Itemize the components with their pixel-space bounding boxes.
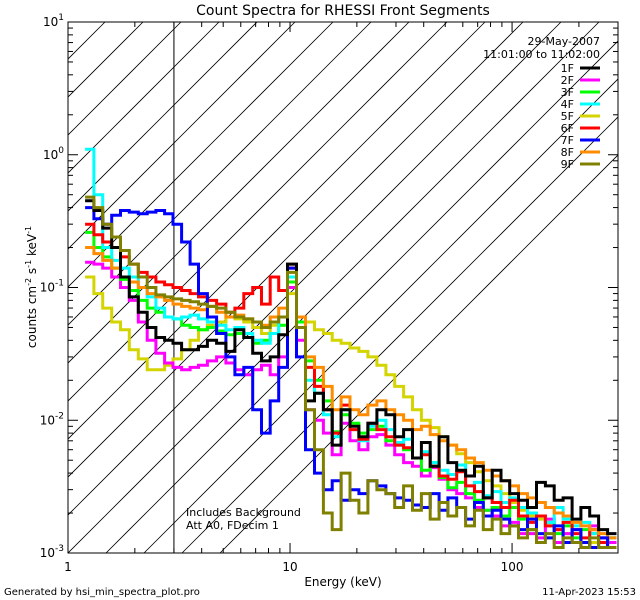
annotation-background: Includes Background [186, 506, 301, 519]
series-1F [85, 199, 617, 536]
hatch-line [68, 22, 296, 250]
y-tick-label: 101 [43, 13, 64, 29]
hatch-line [143, 78, 618, 553]
chart-title: Count Spectra for RHESSI Front Segments [196, 3, 490, 19]
x-tick-label: 1 [64, 560, 72, 574]
legend-label-7F: 7F [561, 134, 574, 147]
y-tick-label: 10-3 [40, 544, 64, 560]
x-tick-label: 10 [282, 560, 297, 574]
hatch-line [181, 116, 618, 553]
hatch-line [68, 22, 334, 288]
hatch-line [219, 154, 618, 553]
y-tick-label: 10-2 [40, 411, 64, 427]
observation-date: 29-May-2007 [528, 35, 600, 48]
legend-label-8F: 8F [561, 146, 574, 159]
generated-date-footer: 11-Apr-2023 15:53 [542, 587, 636, 598]
hatch-line [68, 22, 220, 174]
series-9F [85, 195, 617, 549]
hatch-line [68, 22, 600, 553]
legend-label-4F: 4F [561, 98, 574, 111]
legend-label-3F: 3F [561, 86, 574, 99]
legend-label-1F: 1F [561, 62, 574, 75]
hatch-line [68, 22, 258, 212]
axis-layer: 1 10 100 10-3 10-2 10-1 100 101 [40, 13, 619, 574]
x-tick-label: 100 [501, 560, 524, 574]
legend-label-9F: 9F [561, 158, 574, 171]
hatch-line [105, 40, 618, 553]
x-axis-label: Energy (keV) [304, 575, 381, 589]
legend-label-2F: 2F [561, 74, 574, 87]
hatch-line [68, 22, 486, 440]
y-axis-label: counts cm-2 s-1 keV-1 [24, 226, 39, 348]
annotation-attenuator: Att A0, FDecim 1 [186, 519, 279, 532]
y-tick-label: 100 [43, 146, 64, 162]
series-8F [85, 246, 617, 540]
series-layer [85, 147, 617, 549]
series-5F [85, 275, 617, 549]
legend-label-5F: 5F [561, 110, 574, 123]
y-tick-label: 10-1 [40, 279, 64, 295]
hatch-line [68, 22, 372, 326]
generated-by-footer: Generated by hsi_min_spectra_plot.pro [4, 587, 200, 598]
observation-time-range: 11:01:00 to 11:02:00 [483, 48, 600, 61]
hatch-line [68, 22, 182, 136]
legend-label-6F: 6F [561, 122, 574, 135]
